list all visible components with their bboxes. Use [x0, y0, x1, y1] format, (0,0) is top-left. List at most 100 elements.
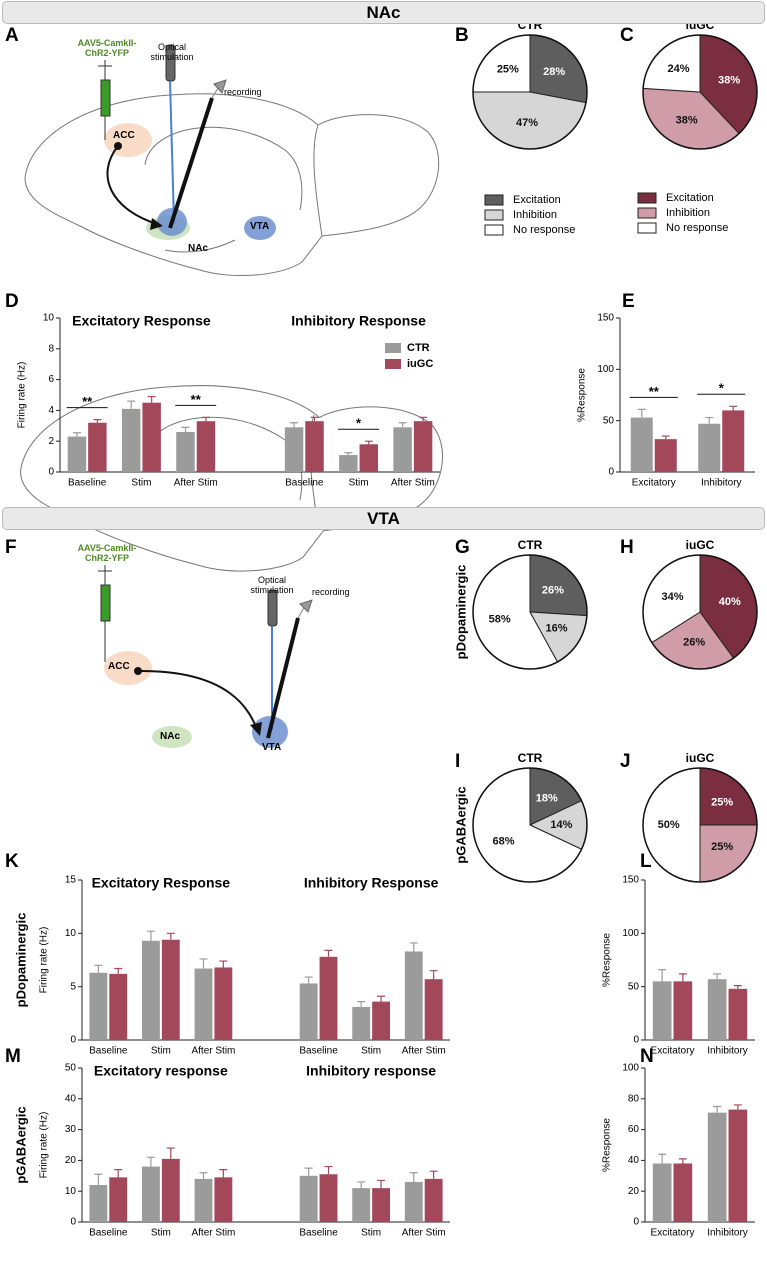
error-bar — [637, 408, 646, 418]
bar — [319, 956, 338, 1040]
bar — [404, 1181, 423, 1222]
y-tick-label: 10 — [65, 1186, 77, 1197]
section-header: VTA — [2, 507, 765, 530]
bar — [141, 1166, 160, 1222]
row-label: pDopaminergic — [13, 913, 28, 1008]
y-tick-label: 0 — [70, 1217, 76, 1228]
pie-title: CTR — [518, 538, 543, 552]
error-bar — [429, 1170, 438, 1179]
error-bar — [324, 949, 333, 957]
region-label: NAc — [160, 731, 181, 742]
stimulation-label: Optical stimulation — [150, 42, 194, 62]
y-tick-label: 0 — [48, 467, 54, 478]
pie-slice — [699, 824, 758, 883]
group-title: Inhibitory response — [306, 1063, 436, 1079]
panel-letter: E — [622, 291, 635, 312]
legend-swatch — [385, 359, 401, 369]
legend-label: Excitation — [513, 194, 561, 206]
bar — [214, 1177, 233, 1222]
error-bar — [147, 395, 156, 403]
error-bar — [429, 970, 438, 980]
error-bar — [658, 969, 667, 982]
bar — [424, 1178, 443, 1222]
pie-value-label: 38% — [718, 74, 740, 86]
y-tick-label: 80 — [628, 1093, 640, 1104]
bar — [707, 979, 727, 1040]
error-bar — [377, 1179, 386, 1189]
panel-letter: N — [640, 1046, 654, 1067]
pie-value-label: 26% — [683, 637, 705, 649]
legend-label: Excitation — [666, 192, 714, 204]
error-bar — [304, 976, 313, 984]
x-tick-label: Baseline — [89, 1228, 128, 1239]
pie-value-label: 24% — [668, 63, 690, 75]
y-tick-label: 8 — [48, 343, 54, 354]
x-tick-label: Stim — [151, 1046, 171, 1057]
y-tick-label: 100 — [622, 928, 639, 939]
bar — [404, 951, 423, 1040]
panel-letter: F — [5, 537, 17, 558]
error-bar — [146, 930, 155, 941]
x-tick-label: Inhibitory — [707, 1046, 748, 1057]
bar — [161, 1158, 180, 1222]
bar — [673, 1163, 693, 1222]
x-tick-label: Stim — [151, 1228, 171, 1239]
pie-outline — [642, 554, 758, 670]
bar — [413, 421, 433, 472]
x-tick-label: Stim — [349, 478, 369, 489]
error-bar — [310, 416, 319, 422]
pie-outline — [472, 554, 588, 670]
error-bar — [290, 422, 299, 428]
bar — [698, 423, 721, 472]
y-axis-label: %Response — [602, 1118, 613, 1172]
bar — [654, 439, 677, 472]
region-label: ACC — [113, 130, 135, 141]
bar — [121, 408, 141, 472]
x-tick-label: Baseline — [299, 1046, 338, 1057]
y-tick-label: 10 — [43, 313, 55, 324]
legend-label: CTR — [407, 342, 430, 354]
pie-value-label: 25% — [711, 797, 733, 809]
pie-value-label: 25% — [497, 64, 519, 76]
pie-value-label: 58% — [489, 614, 511, 626]
bar — [652, 1163, 672, 1222]
x-tick-label: Inhibitory — [707, 1228, 748, 1239]
pie-outline — [642, 767, 758, 883]
legend-swatch — [637, 222, 657, 234]
pie-value-label: 50% — [658, 819, 680, 831]
y-tick-label: 40 — [65, 1093, 77, 1104]
pie-title: iuGC — [686, 751, 715, 765]
y-tick-label: 150 — [622, 875, 639, 886]
pie-value-label: 40% — [719, 596, 741, 608]
bar — [319, 1174, 338, 1222]
bar — [299, 983, 318, 1040]
pie-outline — [472, 34, 588, 150]
y-axis-label: %Response — [577, 368, 588, 422]
y-tick-label: 20 — [628, 1186, 640, 1197]
panel-letter: B — [455, 25, 469, 46]
bar — [630, 417, 653, 472]
bar — [142, 402, 161, 472]
bar — [707, 1112, 727, 1222]
error-bar — [377, 995, 386, 1002]
bar — [109, 1177, 128, 1222]
legend-swatch — [637, 207, 657, 219]
error-bar — [705, 416, 714, 424]
error-bar — [357, 1001, 366, 1007]
legend-swatch — [484, 224, 504, 236]
region-label: ACC — [108, 661, 130, 672]
error-bar — [419, 416, 428, 422]
x-tick-label: Baseline — [68, 478, 107, 489]
x-tick-label: After Stim — [191, 1228, 235, 1239]
bar — [89, 972, 108, 1040]
y-tick-label: 50 — [603, 415, 615, 426]
y-tick-label: 0 — [633, 1035, 639, 1046]
bar — [339, 455, 358, 472]
recording-label: recording — [224, 87, 262, 97]
x-tick-label: Stim — [361, 1228, 381, 1239]
error-bar — [219, 960, 228, 968]
error-bar — [114, 1169, 123, 1178]
panel-letter: J — [620, 751, 631, 772]
bar — [728, 988, 748, 1040]
